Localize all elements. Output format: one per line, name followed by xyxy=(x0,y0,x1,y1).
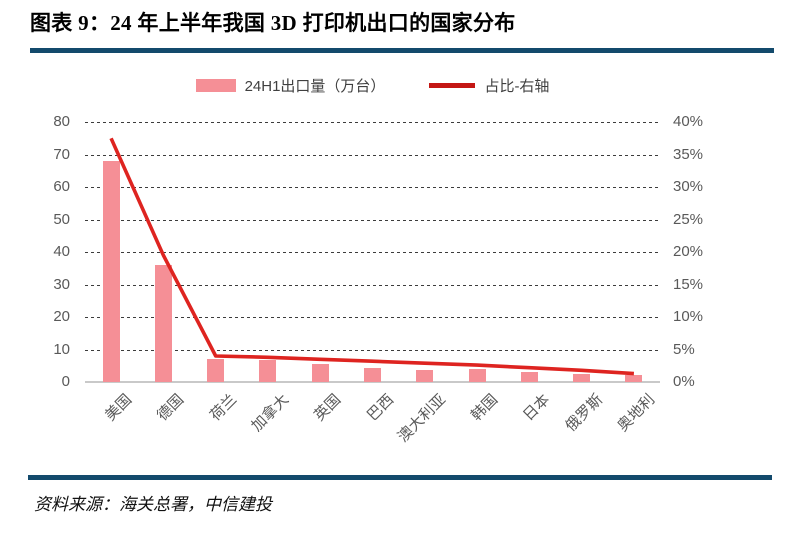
category-label-美国: 美国 xyxy=(102,391,136,425)
footer-divider xyxy=(28,475,772,480)
left-axis-tick: 30 xyxy=(53,275,70,293)
export-bar-英国 xyxy=(311,363,329,382)
title-divider xyxy=(30,48,774,53)
export-bar-澳大利亚 xyxy=(416,369,434,382)
right-axis-tick: 40% xyxy=(673,113,704,130)
gridline xyxy=(85,187,660,188)
line-series-label: 占比-右轴 xyxy=(484,77,550,95)
x-axis-line xyxy=(85,381,660,383)
category-label-俄罗斯: 俄罗斯 xyxy=(561,391,606,435)
gridline xyxy=(85,154,660,156)
export-bar-巴西 xyxy=(364,367,381,382)
left-axis-tick: 0 xyxy=(61,373,70,390)
left-axis-tick: 60 xyxy=(53,178,70,195)
export-bar-日本 xyxy=(520,371,538,382)
ratio-line xyxy=(109,137,635,376)
gridline xyxy=(85,122,660,123)
right-axis-tick: 30% xyxy=(673,178,704,195)
category-label-澳大利亚: 澳大利亚 xyxy=(394,391,449,446)
export-bar-韩国 xyxy=(468,368,486,382)
gridline xyxy=(85,219,660,221)
category-label-加拿大: 加拿大 xyxy=(248,391,293,435)
gridline xyxy=(85,349,660,351)
bar-series-label: 24H1出口量（万台） xyxy=(244,77,386,95)
right-axis-tick: 35% xyxy=(673,145,704,163)
export-bar-荷兰 xyxy=(207,359,225,382)
left-axis-tick: 20 xyxy=(53,308,70,325)
source-note: 资料来源：海关总署，中信建投 xyxy=(34,495,272,514)
right-axis-tick: 25% xyxy=(673,210,704,228)
plot-area xyxy=(85,122,660,383)
category-label-日本: 日本 xyxy=(520,391,554,425)
category-label-英国: 英国 xyxy=(311,391,345,425)
export-bar-美国 xyxy=(102,161,120,382)
right-axis-tick: 5% xyxy=(673,340,695,358)
left-axis-tick: 70 xyxy=(53,145,70,163)
left-axis-tick: 10 xyxy=(53,340,70,358)
line-series-swatch xyxy=(429,82,476,88)
right-axis-tick: 10% xyxy=(673,308,704,325)
bar-series-swatch xyxy=(195,78,236,92)
left-axis-tick: 80 xyxy=(53,113,70,130)
category-label-韩国: 韩国 xyxy=(467,391,502,425)
figure-title: 图表 9：24 年上半年我国 3D 打印机出口的国家分布 xyxy=(30,11,516,35)
category-label-奥地利: 奥地利 xyxy=(614,391,659,435)
export-bar-加拿大 xyxy=(259,359,277,382)
category-label-德国: 德国 xyxy=(154,391,188,425)
left-axis-tick: 40 xyxy=(53,243,70,260)
chart-legend: 24H1出口量（万台） 占比-右轴 xyxy=(85,75,660,95)
right-axis-tick: 15% xyxy=(673,275,704,293)
export-bar-德国 xyxy=(154,265,172,382)
export-bar-奥地利 xyxy=(625,374,643,382)
gridline xyxy=(85,284,660,286)
legend-item-line: 占比-右轴 xyxy=(429,75,549,96)
ratio-line-chart xyxy=(109,137,635,376)
gridline xyxy=(85,317,660,318)
legend-item-bars: 24H1出口量（万台） xyxy=(195,75,386,96)
right-axis-tick: 0% xyxy=(673,373,695,390)
category-label-荷兰: 荷兰 xyxy=(206,391,240,425)
left-axis-tick: 50 xyxy=(53,210,70,228)
gridline xyxy=(85,252,660,253)
category-label-巴西: 巴西 xyxy=(363,391,397,425)
right-axis-tick: 20% xyxy=(673,243,704,260)
export-bar-俄罗斯 xyxy=(573,373,591,382)
